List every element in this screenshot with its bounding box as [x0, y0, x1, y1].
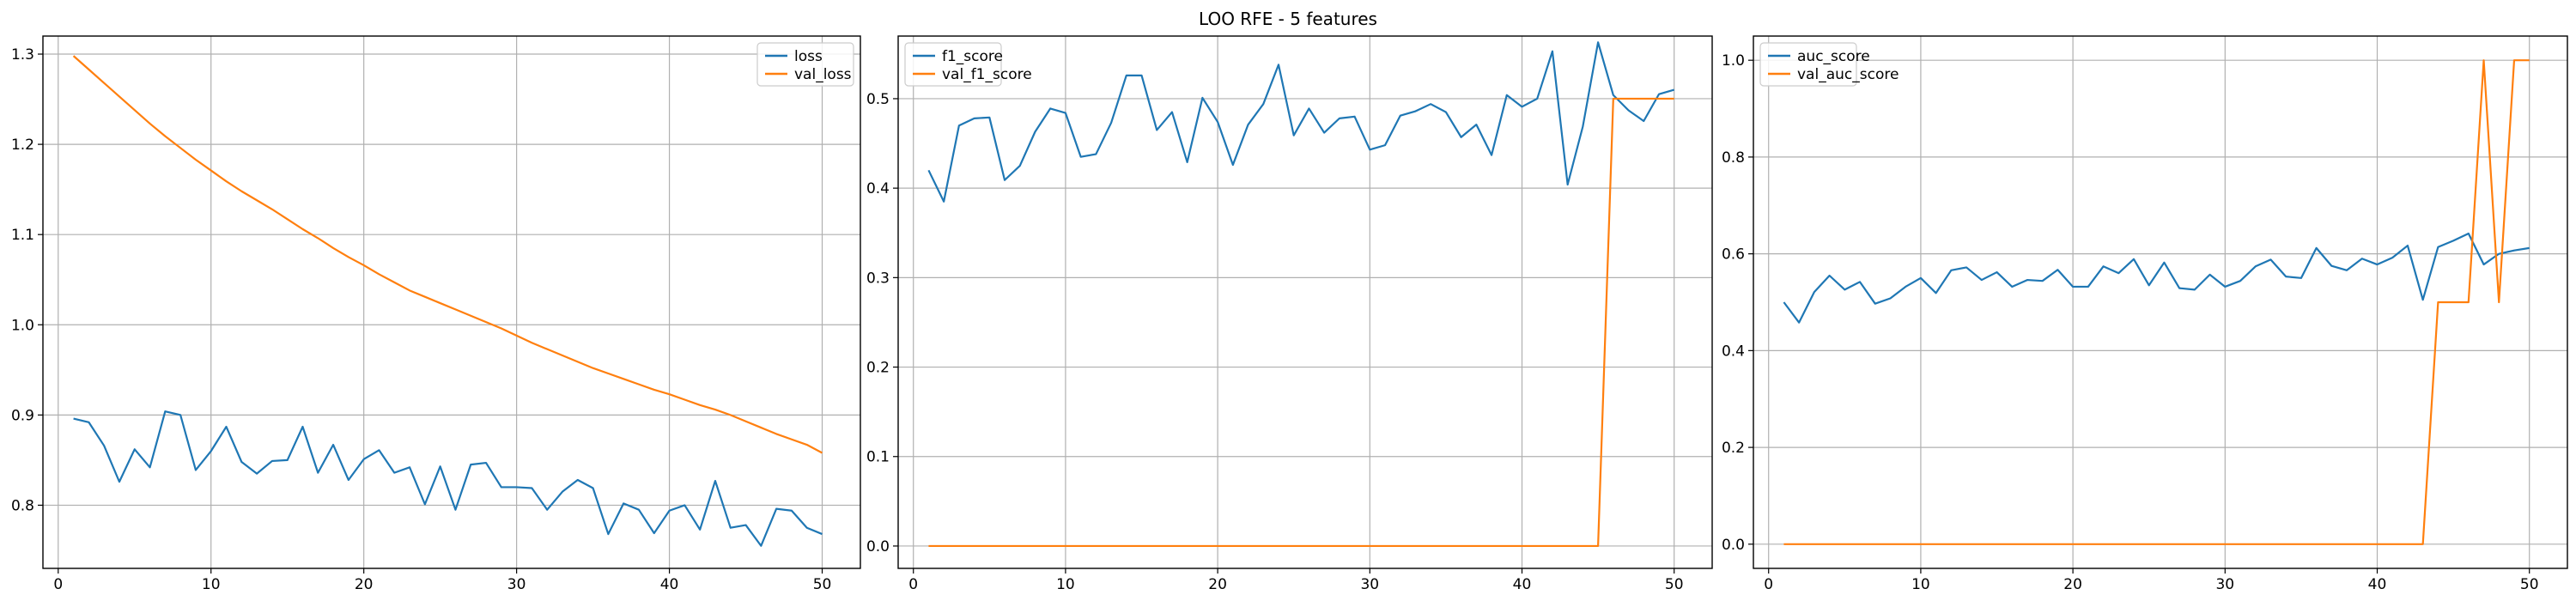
series-line-f1_score: [927, 41, 1675, 203]
axes-frame: [1753, 35, 2568, 569]
y-tick-label-4: 0.4: [866, 180, 890, 197]
x-tick-label-3: 30: [2215, 576, 2234, 593]
legend-box: [1759, 42, 1857, 87]
legend-label-f1_score: f1_score: [942, 48, 1003, 65]
x-tick-label-5: 50: [813, 576, 832, 593]
y-tick-label-1: 0.2: [1722, 440, 1745, 457]
y-tick-label-0: 0.0: [1722, 537, 1745, 554]
y-tick-label-1: 0.1: [866, 449, 890, 466]
x-tick-label-1: 10: [202, 576, 221, 593]
legend-label-val_auc_score: val_auc_score: [1797, 66, 1899, 83]
figure-title: LOO RFE - 5 features: [1199, 9, 1377, 29]
x-tick-label-3: 30: [507, 576, 526, 593]
x-tick-label-0: 0: [908, 576, 918, 593]
axes-frame: [897, 35, 1713, 569]
chart-panel-1: 0 10 20 30 40 50 0.8 0.9 1.0 1.1 1.2 1.3 lossval_los…: [11, 35, 861, 593]
y-tick-label-3: 0.6: [1722, 246, 1745, 264]
x-tick-label-5: 50: [2520, 576, 2539, 593]
x-tick-label-1: 10: [1056, 576, 1075, 593]
y-tick-label-4: 1.2: [11, 137, 34, 154]
x-tick-label-5: 50: [1665, 576, 1684, 593]
x-tick-label-2: 20: [355, 576, 374, 593]
x-tick-label-4: 40: [2368, 576, 2387, 593]
legend-label-auc_score: auc_score: [1797, 48, 1870, 65]
legend-label-val_loss: val_loss: [794, 66, 852, 83]
series-line-loss: [73, 410, 823, 547]
y-tick-label-2: 1.0: [11, 317, 34, 334]
series-line-val_auc_score: [1783, 59, 2530, 545]
series-line-val_loss: [72, 55, 823, 454]
y-tick-label-0: 0.0: [866, 538, 890, 555]
legend-label-loss: loss: [794, 48, 823, 65]
x-tick-label-3: 30: [1360, 576, 1379, 593]
chart-panel-2: 0 10 20 30 40 50 0.0 0.1 0.2 0.3 0.4 0.5 f1_scoreval…: [866, 35, 1713, 593]
axes-frame: [42, 35, 861, 569]
legend-box: [756, 42, 854, 87]
legend-box: [904, 42, 1002, 87]
legend-label-val_f1_score: val_f1_score: [942, 66, 1032, 83]
x-tick-label-1: 10: [1911, 576, 1930, 593]
chart-panel-3: 0 10 20 30 40 50 0.0 0.2 0.4 0.6 0.8 1.0 auc_scoreva…: [1722, 35, 2568, 593]
y-tick-label-5: 1.3: [11, 46, 34, 64]
y-tick-label-5: 0.5: [866, 91, 890, 108]
y-tick-label-3: 0.3: [866, 270, 890, 287]
y-tick-label-2: 0.4: [1722, 343, 1745, 360]
y-tick-label-5: 1.0: [1722, 52, 1745, 70]
x-tick-label-2: 20: [2063, 576, 2082, 593]
y-tick-label-3: 1.1: [11, 227, 34, 244]
x-tick-label-4: 40: [660, 576, 679, 593]
x-tick-label-0: 0: [1764, 576, 1773, 593]
x-tick-label-4: 40: [1513, 576, 1532, 593]
y-tick-label-2: 0.2: [866, 360, 890, 377]
y-tick-label-0: 0.8: [11, 497, 34, 514]
series-line-val_f1_score: [928, 97, 1674, 548]
x-tick-label-0: 0: [53, 576, 63, 593]
x-tick-label-2: 20: [1208, 576, 1227, 593]
y-tick-label-4: 0.8: [1722, 149, 1745, 167]
series-line-auc_score: [1783, 232, 2530, 324]
y-tick-label-1: 0.9: [11, 407, 34, 424]
